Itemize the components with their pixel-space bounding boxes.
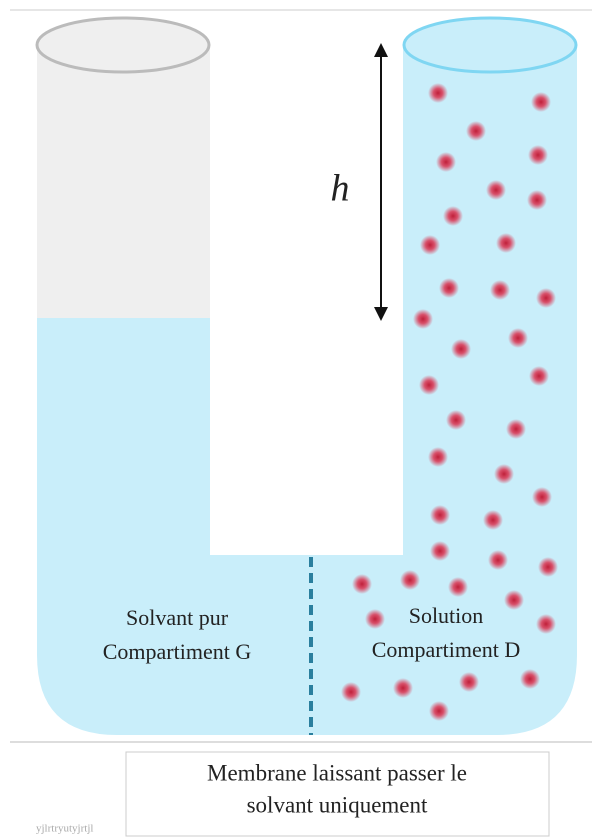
left-opening xyxy=(35,16,211,74)
right-opening xyxy=(402,16,578,74)
particle xyxy=(531,92,551,112)
particle xyxy=(420,235,440,255)
particle xyxy=(536,288,556,308)
particle xyxy=(446,410,466,430)
particle xyxy=(536,614,556,634)
left-empty-tube xyxy=(37,45,210,318)
particle xyxy=(352,574,372,594)
particle xyxy=(413,309,433,329)
particle xyxy=(483,510,503,530)
particle xyxy=(504,590,524,610)
watermark: yjlrtryutyjrtjl xyxy=(36,823,93,835)
particle xyxy=(393,678,413,698)
particle xyxy=(443,206,463,226)
particle xyxy=(419,375,439,395)
particle xyxy=(451,339,471,359)
particle xyxy=(538,557,558,577)
particle xyxy=(532,487,552,507)
particle xyxy=(508,328,528,348)
particle xyxy=(528,145,548,165)
particle xyxy=(466,121,486,141)
particle xyxy=(488,550,508,570)
particle xyxy=(365,609,385,629)
particle xyxy=(459,672,479,692)
solute-particles xyxy=(341,83,558,721)
left-label: Compartiment G xyxy=(103,639,252,664)
left-label: Solvant pur xyxy=(126,605,229,630)
particle xyxy=(429,701,449,721)
particle xyxy=(430,541,450,561)
particle xyxy=(448,577,468,597)
right-label: Compartiment D xyxy=(372,637,520,662)
particle xyxy=(436,152,456,172)
particle xyxy=(490,280,510,300)
particle xyxy=(527,190,547,210)
particle xyxy=(520,669,540,689)
height-label: h xyxy=(331,168,350,210)
particle xyxy=(428,83,448,103)
particle xyxy=(496,233,516,253)
particle xyxy=(341,682,361,702)
caption: solvant uniquement xyxy=(247,792,428,817)
particle xyxy=(428,447,448,467)
right-label: Solution xyxy=(409,603,484,628)
particle xyxy=(506,419,526,439)
caption: Membrane laissant passer le xyxy=(207,760,467,785)
particle xyxy=(400,570,420,590)
liquid xyxy=(37,45,577,735)
particle xyxy=(486,180,506,200)
particle xyxy=(439,278,459,298)
particle xyxy=(430,505,450,525)
particle xyxy=(529,366,549,386)
particle xyxy=(494,464,514,484)
caption-box xyxy=(125,751,550,837)
